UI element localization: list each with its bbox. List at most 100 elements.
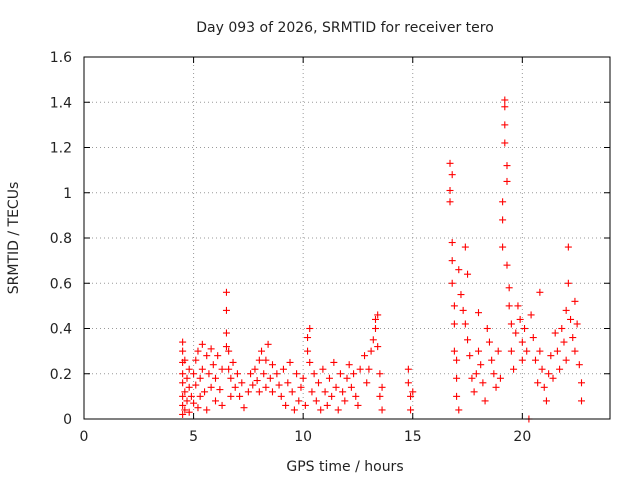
data-point [466,352,474,360]
data-point [299,374,307,382]
data-point [475,347,482,355]
data-point [446,198,454,206]
data-point [334,406,342,414]
data-point [503,162,511,170]
data-point [255,356,263,364]
data-point [407,392,415,400]
data-point [371,315,379,323]
data-point [227,374,235,382]
data-point [179,392,187,400]
data-point [367,347,375,355]
data-point [260,370,268,378]
y-tick-label: 0.2 [50,367,72,383]
data-point [455,266,463,274]
data-point [448,279,456,287]
data-point [354,401,362,409]
data-point [407,406,415,414]
data-point [181,356,189,364]
x-tick-label: 5 [189,429,198,445]
data-point [347,383,355,391]
data-point [540,383,548,391]
data-point [275,381,283,389]
data-point [282,401,290,409]
data-point [512,329,520,337]
data-point [185,383,193,391]
data-point [315,379,323,387]
data-point [356,365,364,373]
data-point [304,334,312,342]
data-point [222,343,230,351]
data-point [481,397,489,405]
data-point [240,404,248,412]
data-point [371,325,379,332]
y-axis-label: SRMTID / TECUs [6,182,22,295]
data-point [273,370,281,378]
data-point [376,392,384,400]
y-tick-label: 0.8 [50,231,72,247]
data-point [179,347,187,355]
data-point [501,96,509,104]
data-point [183,397,191,405]
data-point [461,320,469,328]
data-point [518,338,526,346]
data-point [185,365,193,373]
data-point [564,243,572,251]
data-point [479,379,487,387]
data-point [209,361,217,369]
data-point [562,356,570,364]
data-point [222,329,230,337]
data-point [179,410,187,418]
data-point [190,399,198,407]
data-point [378,383,386,391]
data-point [227,392,235,400]
data-point [251,365,259,373]
data-point [181,406,189,414]
data-point [369,336,377,344]
data-point [505,284,513,292]
data-point [485,338,493,346]
y-tick-label: 0.6 [50,276,72,292]
data-point [321,388,329,396]
data-point [339,388,347,396]
data-point [446,186,454,194]
data-point [376,370,384,378]
data-point [297,383,305,391]
data-point [222,306,230,314]
data-point [501,121,509,129]
data-point [409,388,417,396]
y-tick-label: 1.6 [50,50,72,66]
data-point [501,139,509,147]
data-point [201,388,209,396]
data-point [446,159,454,167]
data-point [262,356,270,364]
data-point [192,356,200,364]
data-point [216,386,224,394]
data-point [521,325,529,332]
data-point [336,370,344,378]
data-point [499,198,507,206]
data-point [472,370,480,378]
data-point [295,397,303,405]
data-point [214,352,222,360]
data-point [247,370,255,378]
chart-title: Day 093 of 2026, SRMTID for receiver ter… [196,20,494,36]
data-point [341,397,349,405]
data-point [488,356,496,364]
data-point [218,365,226,373]
data-point [450,347,458,355]
data-point [238,379,246,387]
data-point [262,383,270,391]
data-point [571,347,579,355]
data-point [196,392,204,400]
data-point [363,379,371,387]
data-point [310,370,318,378]
data-point [288,388,296,396]
data-point [404,379,412,387]
data-point [231,383,239,391]
data-point [564,279,572,287]
data-point [494,347,502,355]
data-point [483,325,491,332]
data-point [229,358,237,366]
y-tick-label: 1 [63,186,72,202]
data-point [545,370,553,378]
